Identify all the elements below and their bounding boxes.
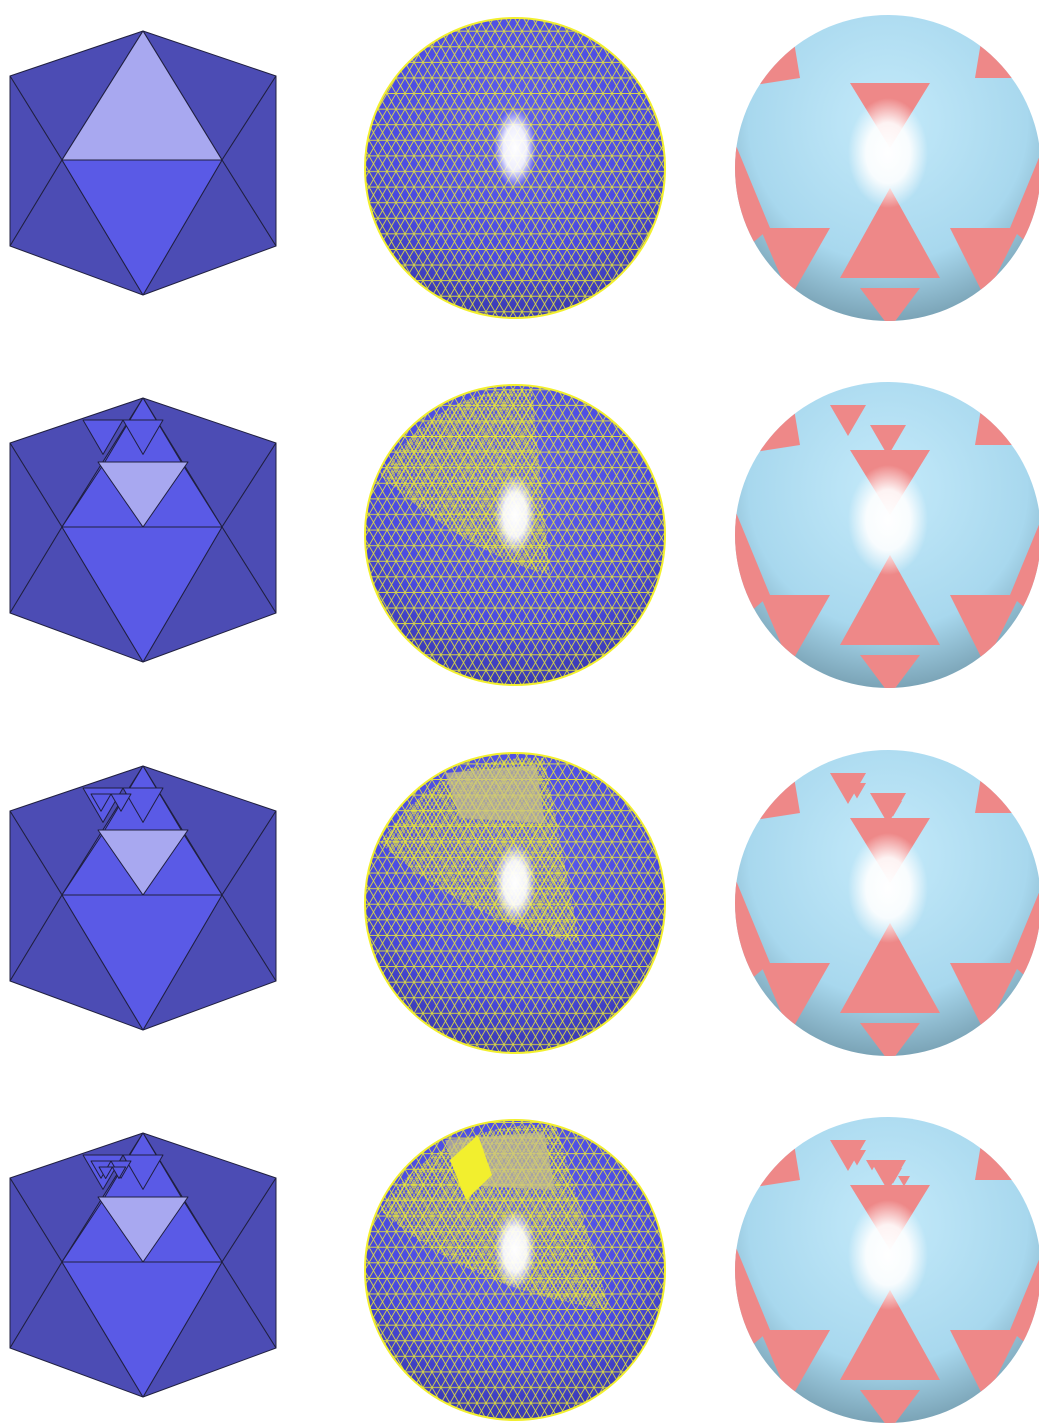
refined-red-region	[884, 1168, 902, 1184]
red-region	[735, 18, 800, 88]
refined-red-region	[848, 783, 866, 799]
refined-mesh-patch	[380, 1124, 610, 1310]
icosahedron-panel	[9, 30, 277, 296]
refined-face	[82, 419, 124, 455]
specular-highlight	[494, 108, 536, 188]
shaded-sphere-panel	[735, 382, 1039, 688]
refined-face	[110, 793, 132, 812]
figure-row	[9, 15, 1039, 321]
refined-red-region	[898, 1176, 910, 1187]
red-region	[735, 385, 800, 455]
specular-highlight	[494, 1210, 536, 1290]
specular-highlight	[494, 475, 536, 555]
dense-patch	[445, 765, 545, 823]
red-region	[975, 753, 1039, 813]
red-region	[950, 228, 1020, 298]
shaded-sphere-panel	[735, 1117, 1039, 1423]
red-region	[760, 228, 830, 298]
wireframe-sphere-panel	[364, 1119, 666, 1421]
refined-face	[122, 1154, 164, 1190]
red-region	[860, 1390, 920, 1423]
refined-red-region	[866, 1160, 878, 1171]
highlighted-face	[97, 829, 189, 896]
figure-row	[9, 382, 1039, 688]
red-region	[760, 1330, 830, 1400]
red-region	[860, 655, 920, 688]
red-region	[735, 1120, 800, 1190]
highlighted-face	[97, 1196, 189, 1263]
refined-red-region	[870, 1160, 906, 1191]
refined-red-region	[830, 1140, 866, 1171]
red-region	[950, 963, 1020, 1033]
shaded-sphere-panel	[735, 15, 1039, 321]
red-region	[975, 385, 1039, 445]
shaded-sphere-panel	[735, 750, 1039, 1056]
icosahedron-panel	[9, 1132, 277, 1398]
refined-face	[111, 1166, 127, 1179]
refined-red-region	[870, 425, 906, 456]
refined-red-region	[830, 405, 866, 436]
specular-highlight	[848, 465, 928, 575]
red-region	[840, 188, 940, 278]
refined-face	[98, 1166, 113, 1179]
specular-highlight	[848, 1200, 928, 1310]
icosahedron-panel	[9, 397, 277, 663]
red-region	[840, 1290, 940, 1380]
red-region	[975, 18, 1039, 78]
wireframe-sphere-panel	[364, 17, 666, 319]
refined-face	[90, 793, 112, 812]
specular-highlight	[848, 833, 928, 943]
refined-red-region	[830, 773, 866, 804]
red-region	[840, 923, 940, 1013]
icosahedron-panel	[9, 765, 277, 1031]
refined-red-region	[884, 801, 902, 817]
red-region	[760, 963, 830, 1033]
red-region	[860, 288, 920, 321]
red-region	[950, 1330, 1020, 1400]
specular-highlight	[848, 98, 928, 208]
red-region	[735, 753, 800, 823]
highlighted-face	[61, 30, 223, 161]
red-region	[760, 595, 830, 665]
refined-red-region	[848, 1150, 866, 1166]
refined-red-region	[870, 793, 906, 824]
wireframe-sphere-panel	[364, 384, 666, 686]
red-region	[860, 1023, 920, 1056]
red-region	[975, 1120, 1039, 1180]
highlighted-face	[97, 461, 189, 528]
refined-face	[122, 419, 164, 455]
figure-row	[9, 1117, 1039, 1423]
densest-patch	[450, 1135, 492, 1200]
refined-face	[122, 787, 164, 823]
wireframe-sphere-panel	[364, 752, 666, 1054]
specular-highlight	[494, 843, 536, 923]
figure-row	[9, 750, 1039, 1056]
red-region	[950, 595, 1020, 665]
red-region	[840, 555, 940, 645]
